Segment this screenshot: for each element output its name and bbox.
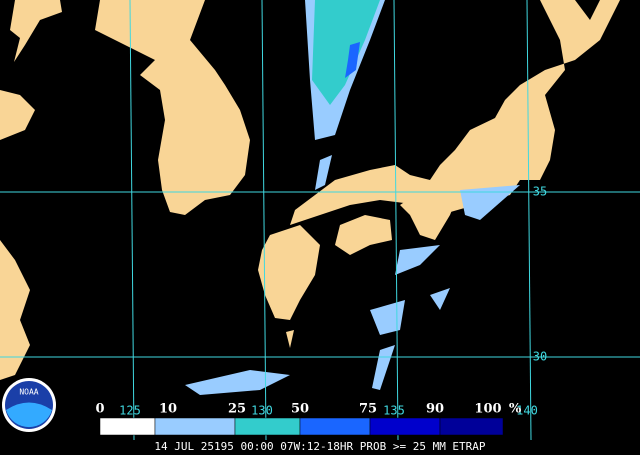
- footer: 14 JUL 25195 00:00 07W:12-18HR PROB >= 2…: [154, 440, 486, 453]
- noaa-logo: NOAA: [2, 378, 56, 432]
- legend-swatch: [299, 417, 371, 436]
- legend-label: 100: [474, 402, 501, 417]
- legend-swatch: [234, 417, 301, 436]
- precip: [185, 0, 520, 395]
- legend-swatch: [154, 417, 236, 436]
- longitude-label: 125: [119, 404, 141, 418]
- longitude-label: 130: [251, 404, 273, 418]
- legend-label: 10: [159, 402, 177, 417]
- logo-text: NOAA: [19, 388, 38, 397]
- land: [0, 0, 620, 380]
- longitude-label: 135: [383, 404, 405, 418]
- legend-swatch: [99, 417, 156, 436]
- longitude-line: [526, 0, 532, 441]
- legend: 0 10 25 50 75 90 100%: [95, 402, 522, 436]
- legend-unit: %: [509, 402, 522, 417]
- longitude-line: [393, 0, 399, 441]
- legend-label: 0: [95, 402, 104, 417]
- legend-label: 75: [359, 402, 377, 417]
- latitude-label: 35: [533, 185, 547, 199]
- latitude-label: 30: [533, 350, 547, 364]
- longitude-line: [129, 0, 135, 441]
- legend-label: 90: [426, 402, 444, 417]
- legend-label: 25: [228, 402, 246, 417]
- graticule: 35 30 125 130 135 140: [0, 0, 640, 441]
- longitude-line: [261, 0, 267, 441]
- longitude-label: 140: [516, 404, 538, 418]
- legend-label: 50: [291, 402, 309, 417]
- legend-swatch: [369, 417, 441, 436]
- legend-swatch: [439, 417, 504, 436]
